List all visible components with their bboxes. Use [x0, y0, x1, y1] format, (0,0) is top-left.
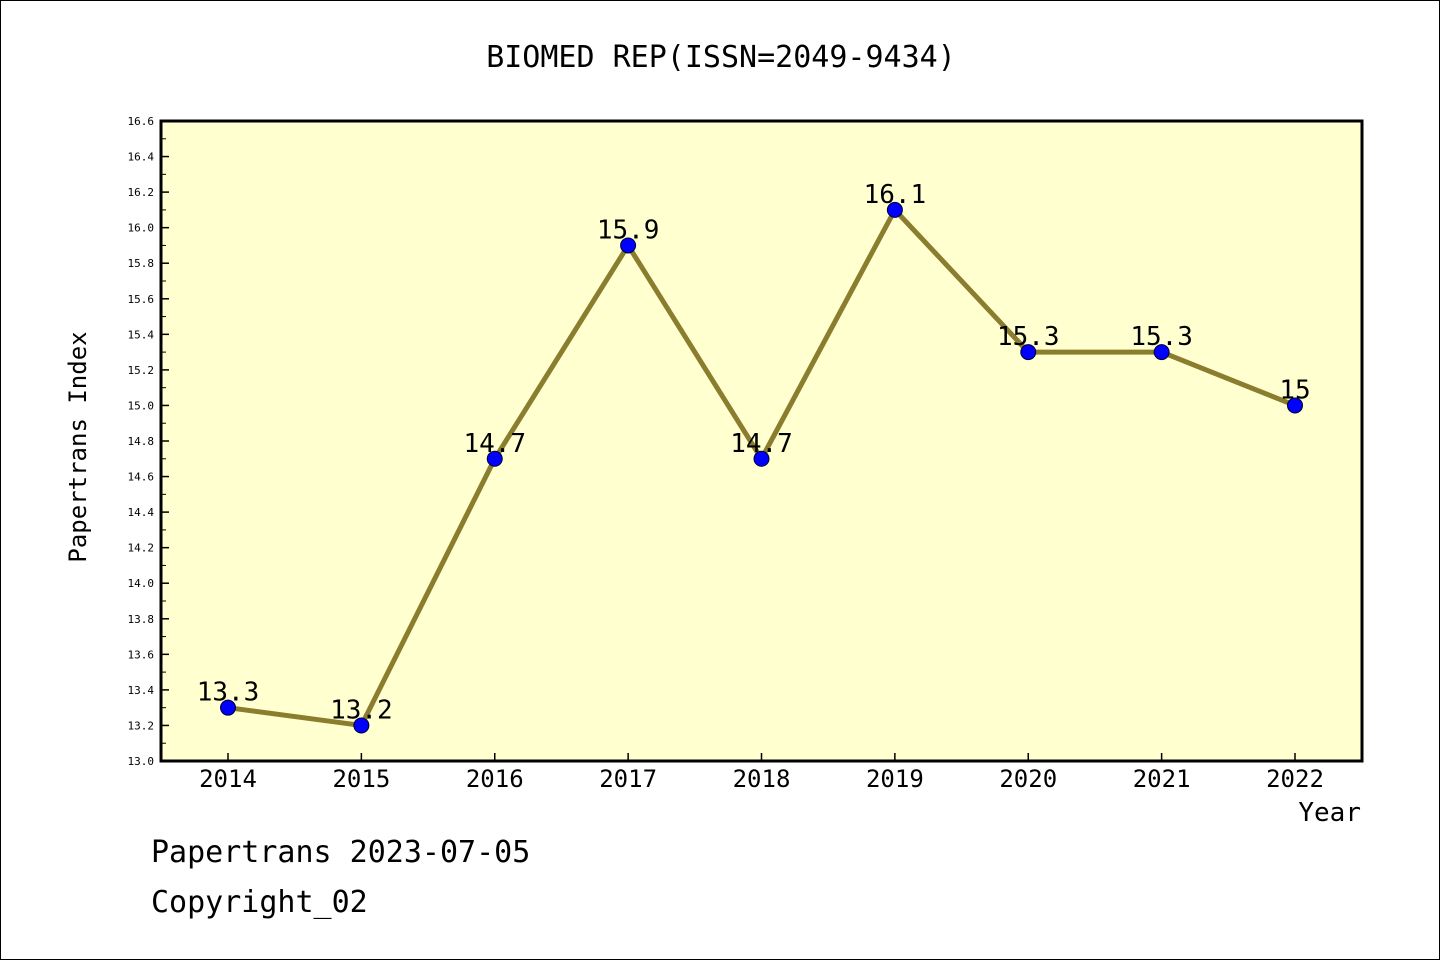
data-label: 14.7	[730, 429, 793, 459]
plot-area	[159, 119, 1364, 763]
footer-date: Papertrans 2023-07-05	[151, 835, 531, 870]
data-labels: 13.3 13.2 14.7 15.9 14.7 16.1 15.3 15.3 15	[197, 180, 1311, 726]
y-axis: 13.0 13.2 13.4 13.6 13.8 14.0 14.2 14.4 14.6 14.8…	[128, 115, 169, 768]
data-label: 15.3	[1130, 322, 1193, 352]
y-tick-label: 15.2	[128, 364, 155, 377]
y-tick-label: 15.4	[128, 328, 155, 341]
y-tick-label: 14.0	[128, 577, 155, 590]
y-tick-label: 15.0	[128, 399, 155, 412]
x-tick-label: 2017	[599, 765, 657, 793]
data-label: 13.3	[197, 678, 260, 708]
y-tick-label: 14.2	[128, 542, 155, 555]
footer-copyright: Copyright_02	[151, 885, 368, 920]
x-axis: 2014 2015 2016 2017 2018 2019 2020 2021 2022	[199, 753, 1324, 793]
y-tick-label: 15.6	[128, 293, 155, 306]
data-label: 16.1	[864, 180, 927, 210]
x-axis-label: Year	[1298, 798, 1361, 828]
y-tick-label: 16.4	[128, 151, 155, 164]
x-tick-label: 2018	[733, 765, 791, 793]
y-axis-label: Papertrans Index	[64, 331, 92, 562]
data-point	[1287, 397, 1303, 414]
y-tick-label: 16.2	[128, 186, 155, 199]
data-point	[220, 699, 236, 716]
data-label: 13.2	[330, 695, 393, 725]
x-tick-label: 2022	[1266, 765, 1324, 793]
y-tick-label: 13.8	[128, 613, 155, 626]
x-tick-label: 2016	[466, 765, 524, 793]
data-point	[886, 201, 903, 218]
data-point	[353, 717, 370, 734]
y-tick-label: 13.0	[128, 755, 155, 768]
x-tick-label: 2014	[199, 765, 257, 793]
x-tick-label: 2015	[332, 765, 390, 793]
data-point	[753, 450, 770, 467]
data-label: 15.9	[597, 215, 660, 245]
data-point	[1020, 344, 1037, 361]
chart-title: BIOMED REP(ISSN=2049-9434)	[486, 40, 956, 75]
data-label: 15	[1279, 375, 1310, 405]
y-tick-label: 13.4	[128, 684, 155, 697]
series-markers	[220, 201, 1303, 734]
data-point	[1153, 344, 1170, 361]
x-tick-label: 2020	[999, 765, 1057, 793]
y-tick-label: 16.0	[128, 222, 155, 235]
y-tick-label: 16.6	[128, 115, 155, 128]
y-tick-label: 14.8	[128, 435, 155, 448]
y-tick-label: 15.8	[128, 257, 155, 270]
y-tick-label: 14.6	[128, 471, 155, 484]
y-tick-label: 13.2	[128, 719, 155, 732]
y-tick-label: 14.4	[128, 506, 155, 519]
data-point	[620, 237, 637, 254]
data-label: 14.7	[463, 429, 526, 459]
x-tick-label: 2021	[1133, 765, 1191, 793]
data-label: 15.3	[997, 322, 1060, 352]
data-point	[486, 450, 503, 467]
y-tick-label: 13.6	[128, 648, 155, 661]
x-tick-label: 2019	[866, 765, 924, 793]
